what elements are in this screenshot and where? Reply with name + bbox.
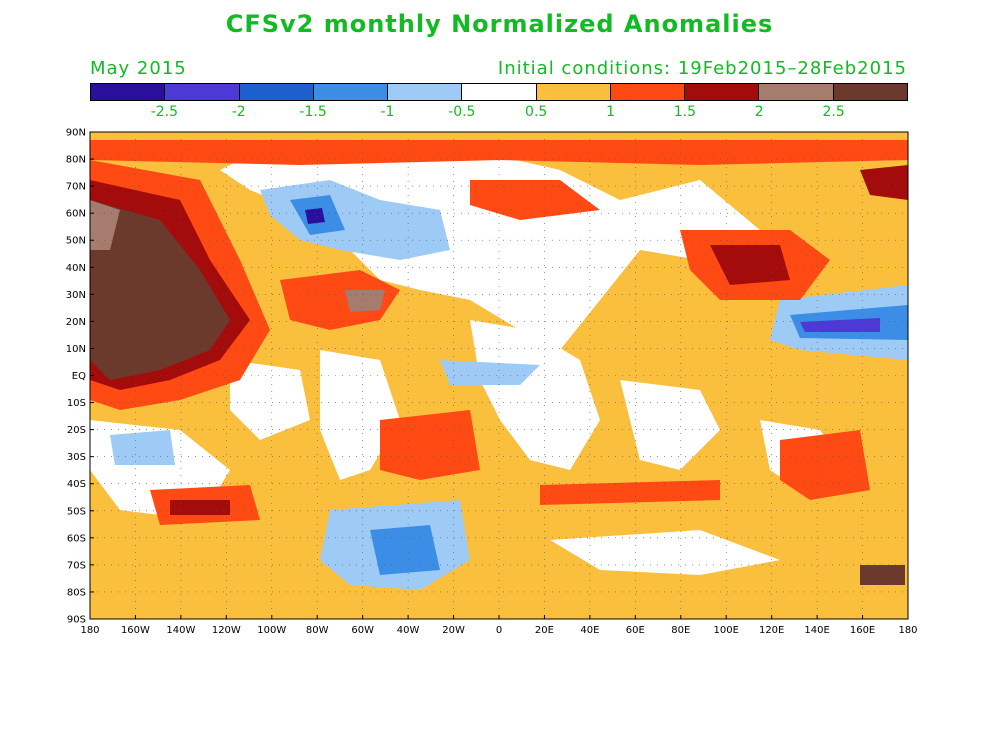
red-australia	[780, 430, 870, 500]
forecast-month: May 2015	[90, 58, 187, 79]
white-region-epacific	[230, 360, 310, 440]
lat-tick-label: 30S	[67, 452, 86, 463]
lon-tick-label: 0	[496, 625, 502, 636]
lon-tick-label: 160W	[121, 625, 150, 636]
colorbar-swatch	[462, 84, 537, 100]
colorbar-swatch	[685, 84, 760, 100]
colorbar-label: 1	[606, 104, 615, 120]
lon-tick-label: 100W	[257, 625, 286, 636]
colorbar-label: 0.5	[525, 104, 548, 120]
lon-tick-label: 180	[898, 625, 917, 636]
latitude-axis: 90N 80N 70N 60N 50N 40N 30N 20N 10N EQ 10S 20S 30S 40…	[66, 128, 94, 626]
lon-tick-label: 60E	[626, 625, 645, 636]
initial-conditions: Initial conditions: 19Feb2015–28Feb2015	[497, 58, 907, 79]
colorbar-swatch	[239, 84, 314, 100]
longitude-axis: 180 160W 140W 120W 100W 80W 60W 40W 20W 0 20E 40E 60…	[80, 615, 918, 636]
lat-tick-label: 40N	[66, 263, 86, 274]
colorbar-swatch	[759, 84, 834, 100]
colorbar-label: -0.5	[448, 104, 476, 120]
white-region-africa	[470, 320, 600, 470]
lon-tick-label: 60W	[351, 625, 374, 636]
lat-tick-label: EQ	[72, 371, 86, 382]
lon-tick-label: 40E	[580, 625, 599, 636]
colorbar-label: 2.5	[822, 104, 845, 120]
white-region-antarctic	[550, 530, 780, 575]
anomaly-field	[90, 132, 908, 619]
lon-tick-label: 40W	[397, 625, 420, 636]
red-arctic	[90, 140, 908, 165]
red-scandinavia	[470, 180, 600, 220]
lon-tick-label: 20W	[442, 625, 465, 636]
lon-tick-label: 180	[80, 625, 99, 636]
lat-tick-label: 50S	[67, 506, 86, 517]
white-region-indian	[620, 380, 720, 470]
lon-tick-label: 140E	[804, 625, 829, 636]
lat-tick-label: 80S	[67, 587, 86, 598]
blue-canada-max	[305, 208, 325, 224]
lat-tick-label: 20S	[67, 425, 86, 436]
lat-tick-label: 40S	[67, 479, 86, 490]
lat-tick-label: 60N	[66, 209, 86, 220]
lon-tick-label: 140W	[166, 625, 195, 636]
darkred-southpac	[170, 500, 230, 515]
lon-tick-label: 80E	[671, 625, 690, 636]
colorbar-label: -2.5	[150, 104, 179, 120]
lat-tick-label: 90N	[66, 128, 86, 139]
lat-tick-label: 80N	[66, 155, 86, 166]
darkred-eastasia	[710, 245, 790, 285]
brown-epacific	[90, 200, 230, 380]
lon-tick-label: 100E	[714, 625, 739, 636]
darkred-bering	[860, 165, 908, 200]
lat-tick-label: 10S	[67, 398, 86, 409]
brown-ross-sea	[860, 565, 905, 585]
lat-tick-label: 20N	[66, 317, 86, 328]
tan-caribbean	[345, 290, 385, 312]
colorbar-swatch	[165, 84, 240, 100]
red-caribbean	[280, 270, 400, 330]
lon-tick-label: 120W	[212, 625, 241, 636]
colorbar-swatch	[313, 84, 389, 100]
lat-tick-label: 90S	[67, 615, 86, 626]
colorbar-label: 1.5	[673, 104, 697, 120]
colorbar-label: -2	[231, 104, 246, 120]
lat-tick-label: 70S	[67, 560, 86, 571]
blue-eqatl	[440, 360, 540, 385]
red-satlantic	[380, 410, 480, 480]
lon-tick-label: 120E	[759, 625, 784, 636]
lat-tick-label: 30N	[66, 290, 86, 301]
colorbar-label: -1	[380, 104, 395, 120]
lat-tick-label: 50N	[66, 236, 86, 247]
blue-satl-core	[370, 525, 440, 575]
lat-tick-label: 60S	[67, 533, 86, 544]
tan-gulf-alaska	[90, 200, 120, 250]
colorbar-swatch	[610, 84, 686, 100]
lon-tick-label: 80W	[306, 625, 329, 636]
lon-tick-label: 20E	[535, 625, 554, 636]
colorbar-swatch	[833, 84, 907, 100]
colorbar-swatch	[388, 84, 463, 100]
lon-tick-label: 160E	[850, 625, 875, 636]
lat-tick-label: 70N	[66, 182, 86, 193]
colorbar-swatch	[91, 84, 166, 100]
colorbar-swatch	[536, 84, 611, 100]
colorbar	[90, 83, 908, 101]
lat-tick-label: 10N	[66, 344, 86, 355]
chart-title: CFSv2 monthly Normalized Anomalies	[225, 10, 774, 38]
colorbar-label: -1.5	[299, 104, 327, 120]
colorbar-label: 2	[754, 104, 764, 120]
red-southern-ocean	[540, 480, 720, 505]
blue-spac	[110, 430, 175, 465]
